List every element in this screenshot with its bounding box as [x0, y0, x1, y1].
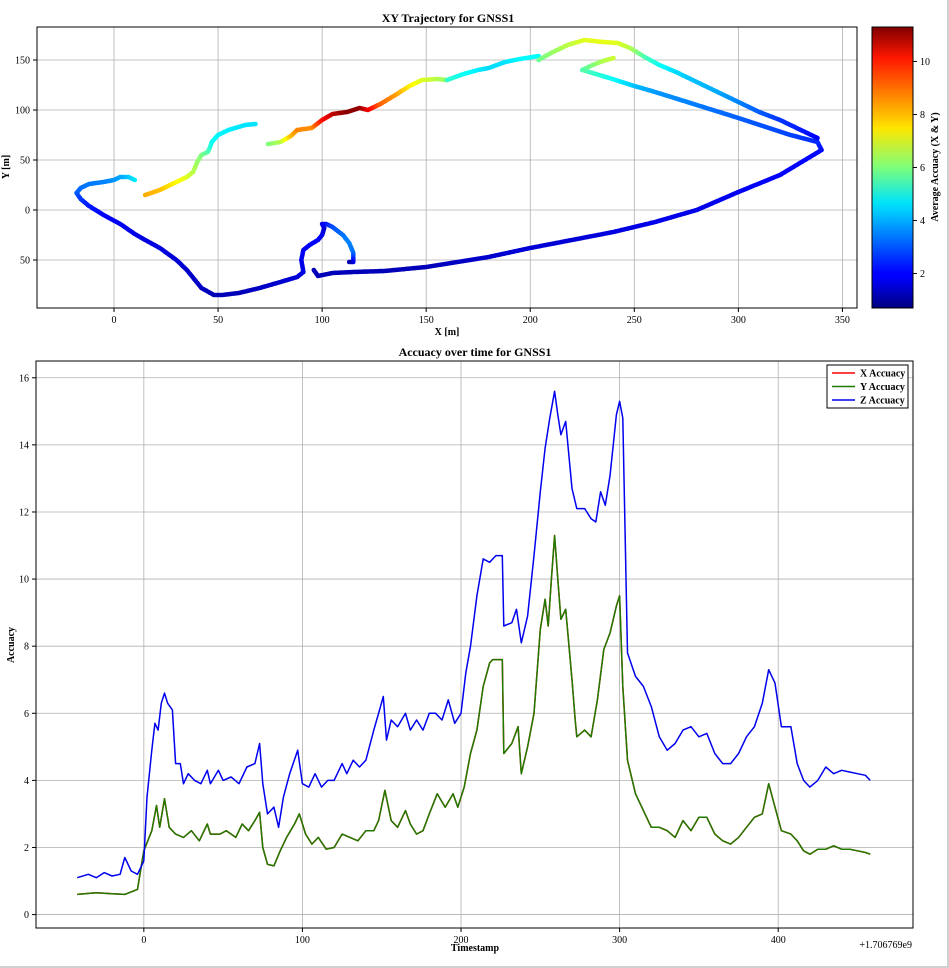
x-tick-label: 150: [419, 315, 434, 326]
x-tick-label: 0: [141, 935, 146, 946]
accuracy-title: Accuacy over time for GNSS1: [399, 345, 552, 359]
accuracy-y-label: Accuacy: [6, 627, 17, 663]
y-tick-label: 50: [20, 256, 30, 267]
accuracy-x-ticks: 0 100 200 300 400: [141, 928, 786, 946]
accuracy-x-label: Timestamp: [451, 943, 500, 954]
y-tick-label: 50: [20, 156, 30, 167]
x-tick-label: 400: [771, 935, 786, 946]
y-tick-label: 150: [15, 56, 30, 67]
trajectory-axes-frame: [36, 26, 858, 309]
colorbar-tick-label: 4: [920, 216, 925, 227]
colorbar-label: Average Accuacy (X & Y): [930, 112, 941, 221]
x-tick-label: 100: [295, 935, 310, 946]
x-tick-label: 350: [835, 315, 850, 326]
trajectory-y-label: Y [m]: [1, 155, 12, 179]
accuracy-axes-frame: [35, 360, 914, 929]
x-tick-label: 200: [523, 315, 538, 326]
trajectory-x-ticks: 0 50 100 150 200 250 300 350: [112, 308, 850, 326]
y-tick-label: 16: [19, 373, 29, 384]
y-tick-label: 8: [24, 642, 29, 653]
y-tick-label: 14: [19, 440, 29, 451]
series-line-z-accuacy: [76, 390, 871, 879]
legend-label: Y Accuacy: [860, 382, 905, 393]
trajectory-plot: XY Trajectory for GNSS1 0 50 100 150 200 250 3…: [1, 11, 858, 338]
colorbar-tick-label: 8: [920, 110, 925, 121]
trajectory-points: [74, 37, 824, 298]
accuracy-plot: Accuacy over time for GNSS1 0 100 200 300 40…: [6, 345, 914, 954]
legend-box: [826, 364, 909, 409]
x-tick-label: 300: [612, 935, 627, 946]
x-tick-label: 200: [454, 935, 469, 946]
y-tick-label: 0: [25, 206, 30, 217]
accuracy-y-ticks: 0 2 4 6 8 10 12 14 16: [19, 373, 36, 921]
trajectory-y-ticks: 50 0 50 100 150: [15, 56, 37, 267]
y-tick-label: 100: [15, 106, 30, 117]
legend-label: X Accuacy: [860, 369, 905, 380]
y-tick-label: 6: [24, 709, 29, 720]
colorbar-ticks: 2 4 6 8 10: [913, 57, 930, 280]
legend: X Accuacy Y Accuacy Z Accuacy: [826, 364, 909, 409]
trajectory-axes-area: [37, 27, 857, 308]
y-tick-label: 2: [24, 843, 29, 854]
y-tick-label: 0: [24, 910, 29, 921]
trajectory-point: [815, 135, 820, 141]
colorbar-gradient: [871, 26, 914, 309]
trajectory-point: [253, 121, 258, 127]
colorbar-tick-label: 2: [920, 269, 925, 280]
y-tick-label: 4: [24, 776, 29, 787]
colorbar: 2 4 6 8 10 Average Accuacy (X & Y): [871, 26, 941, 309]
y-tick-label: 12: [19, 507, 29, 518]
trajectory-x-label: X [m]: [435, 327, 460, 338]
legend-label: Z Accuacy: [860, 396, 905, 407]
trajectory-point: [611, 55, 616, 61]
trajectory-point: [346, 259, 352, 265]
x-tick-label: 0: [112, 315, 117, 326]
x-tick-label: 50: [213, 315, 223, 326]
accuracy-axes-area: [36, 361, 913, 928]
x-tick-label: 300: [731, 315, 746, 326]
colorbar-tick-label: 10: [920, 57, 930, 68]
series-line-y-accuacy: [77, 534, 871, 896]
colorbar-tick-label: 6: [920, 163, 925, 174]
y-tick-label: 10: [19, 575, 29, 586]
accuracy-grid: [36, 361, 913, 928]
x-tick-label: 250: [627, 315, 642, 326]
accuracy-x-offset: +1.706769e9: [859, 940, 912, 951]
trajectory-title: XY Trajectory for GNSS1: [382, 11, 515, 25]
x-tick-label: 100: [315, 315, 330, 326]
accuracy-lines: [76, 390, 871, 896]
